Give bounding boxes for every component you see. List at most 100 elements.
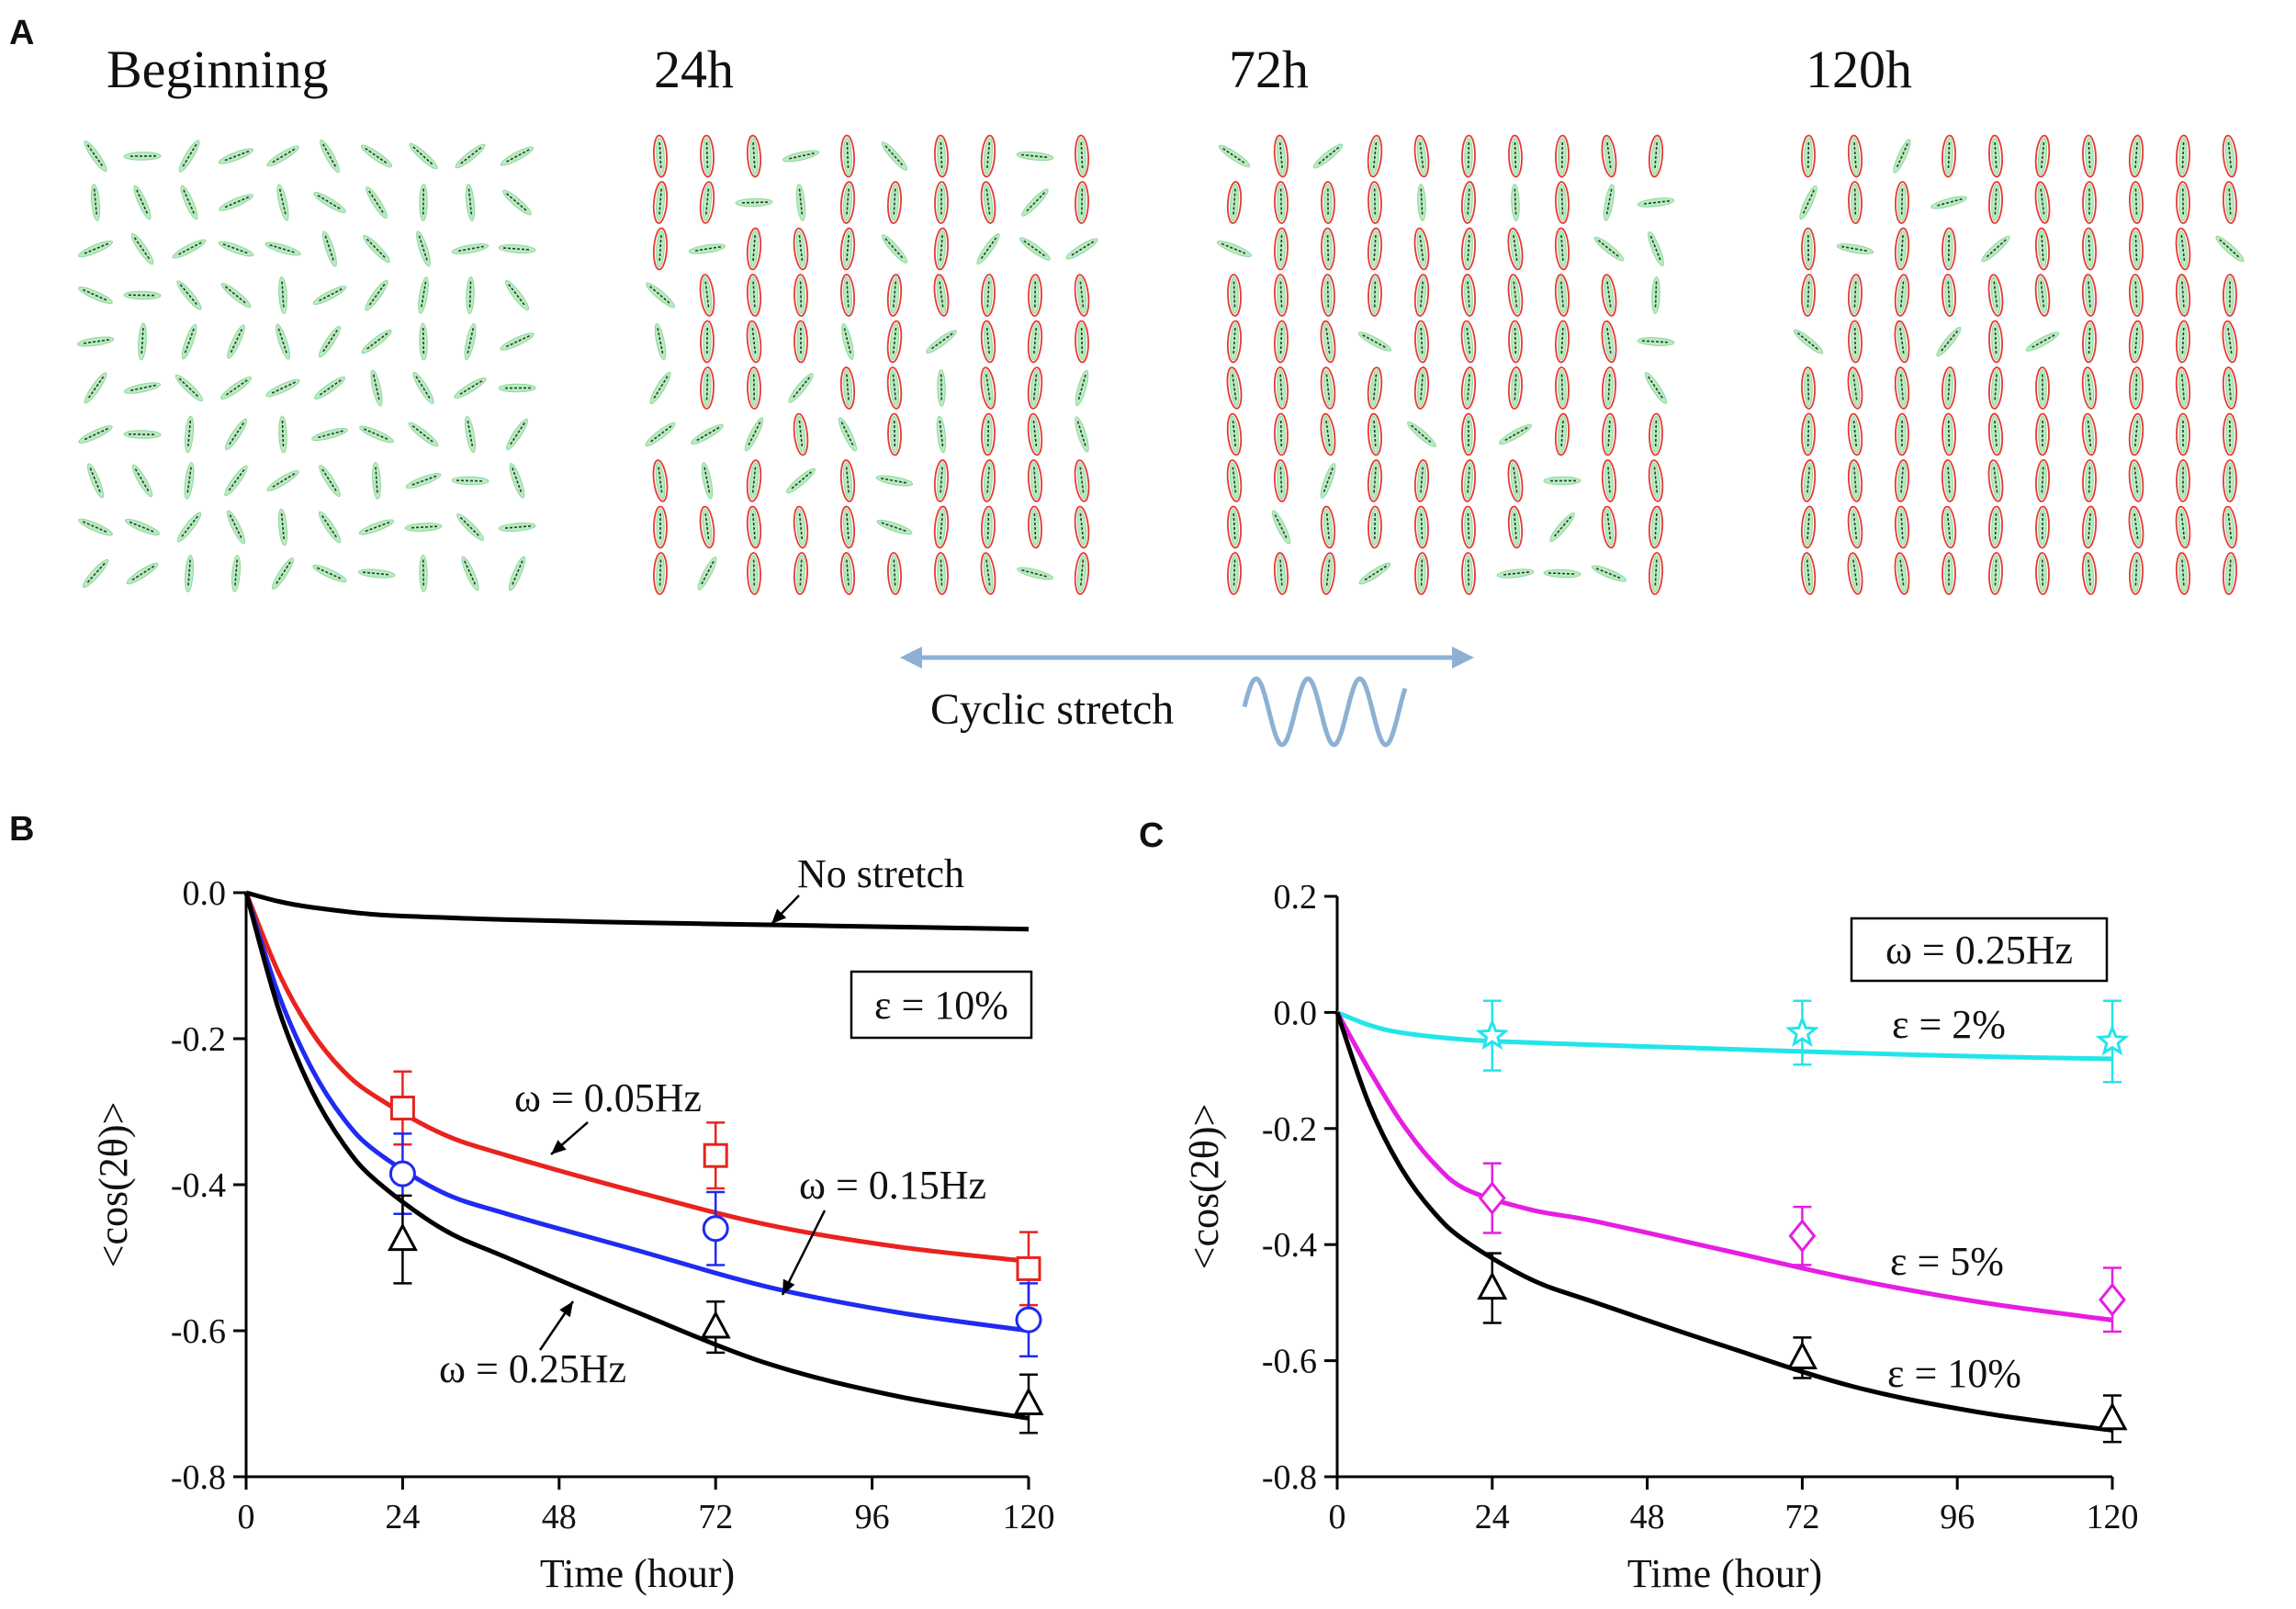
cell <box>700 320 715 364</box>
series <box>245 890 1030 932</box>
cell <box>1413 459 1430 502</box>
cell <box>1847 505 1863 549</box>
cell-outline <box>1941 227 1956 271</box>
cell <box>2034 181 2051 224</box>
cell-outline <box>1987 459 2004 502</box>
cell <box>77 240 114 258</box>
cell <box>1601 459 1617 502</box>
cell-outline <box>652 181 669 224</box>
cell <box>498 244 536 253</box>
cell <box>84 140 107 173</box>
cell <box>498 523 536 532</box>
cell <box>2081 274 2098 317</box>
cell <box>1988 181 2003 224</box>
cell-outline <box>746 134 762 178</box>
cell <box>1801 412 1816 456</box>
cell <box>1941 552 1956 595</box>
label-arrowhead <box>782 1278 795 1295</box>
cell-outline <box>2129 274 2144 317</box>
y-tick-label: -0.6 <box>171 1312 226 1351</box>
cell <box>1321 227 1335 271</box>
cell-outline <box>1848 181 1863 224</box>
cell <box>646 282 675 309</box>
cell <box>1460 274 1477 317</box>
cell-body <box>1077 322 1086 361</box>
cell-outline <box>1988 552 2003 595</box>
cell-outline <box>2082 134 2097 178</box>
cell <box>276 323 290 360</box>
cell-grid-72h <box>1216 134 1675 595</box>
cell <box>1414 552 1429 595</box>
label-arrow <box>781 1210 827 1296</box>
cell <box>176 280 202 310</box>
cell-body <box>1990 276 2001 314</box>
cell <box>2082 320 2097 364</box>
cell <box>1637 197 1675 208</box>
cell <box>793 227 809 271</box>
cell-body <box>313 376 346 400</box>
cell-outline <box>1801 134 1816 178</box>
cell-outline <box>1847 412 1863 456</box>
cell-outline <box>887 412 902 456</box>
cell-body <box>138 322 147 361</box>
series <box>1334 1011 2126 1333</box>
label-arrowhead <box>771 908 787 924</box>
stress-fiber <box>1419 281 1424 309</box>
cell <box>313 376 346 400</box>
cell-outline <box>1028 274 1042 317</box>
cell-outline <box>981 412 996 456</box>
cell <box>1847 552 1863 595</box>
cell <box>2175 366 2191 410</box>
cell <box>419 184 428 221</box>
cell <box>231 555 241 592</box>
cell <box>1367 227 1383 271</box>
stress-fiber <box>1077 374 1086 402</box>
cell <box>1603 184 1615 221</box>
data-point <box>1013 1387 1044 1415</box>
cell <box>123 430 162 439</box>
y-tick-label: -0.4 <box>1262 1226 1317 1265</box>
cell <box>1226 412 1243 456</box>
cell <box>1021 188 1049 217</box>
cell <box>1893 139 1911 174</box>
stress-fiber <box>1032 327 1038 356</box>
cell <box>1273 552 1289 595</box>
cell-outline <box>747 552 761 595</box>
cell <box>1649 552 1663 595</box>
cell-outline <box>1601 459 1617 502</box>
cell <box>219 194 253 211</box>
cell <box>1507 274 1524 317</box>
cell <box>1413 366 1430 410</box>
cell <box>645 422 676 447</box>
cell-outline <box>1988 505 2003 549</box>
cell-outline <box>2035 366 2050 410</box>
cell <box>1321 274 1335 317</box>
cell <box>2128 134 2144 178</box>
cell <box>78 287 113 304</box>
panel-letter-a: A <box>9 14 34 52</box>
cell <box>1648 459 1664 502</box>
cell <box>1800 505 1817 549</box>
cell <box>87 463 104 499</box>
data-point <box>1788 1219 1817 1254</box>
cell <box>1460 366 1477 410</box>
cell-outline <box>1367 505 1382 549</box>
cell <box>461 556 479 591</box>
cell <box>2176 134 2190 178</box>
cell-outline <box>1413 227 1430 271</box>
cell-body <box>984 415 993 454</box>
cell-outline <box>1848 274 1863 317</box>
cell <box>1591 565 1627 582</box>
cell-outline <box>1074 505 1090 549</box>
x-tick-label: 96 <box>1940 1498 1975 1536</box>
cell <box>419 555 428 592</box>
cell-outline <box>746 320 762 364</box>
panel-letter-b: B <box>9 810 34 849</box>
cell <box>322 231 337 267</box>
cell-outline <box>2222 134 2238 178</box>
cell <box>886 274 903 317</box>
cell <box>654 322 667 361</box>
cell <box>464 322 477 361</box>
cell <box>746 505 762 549</box>
cell-outline <box>1075 181 1089 224</box>
